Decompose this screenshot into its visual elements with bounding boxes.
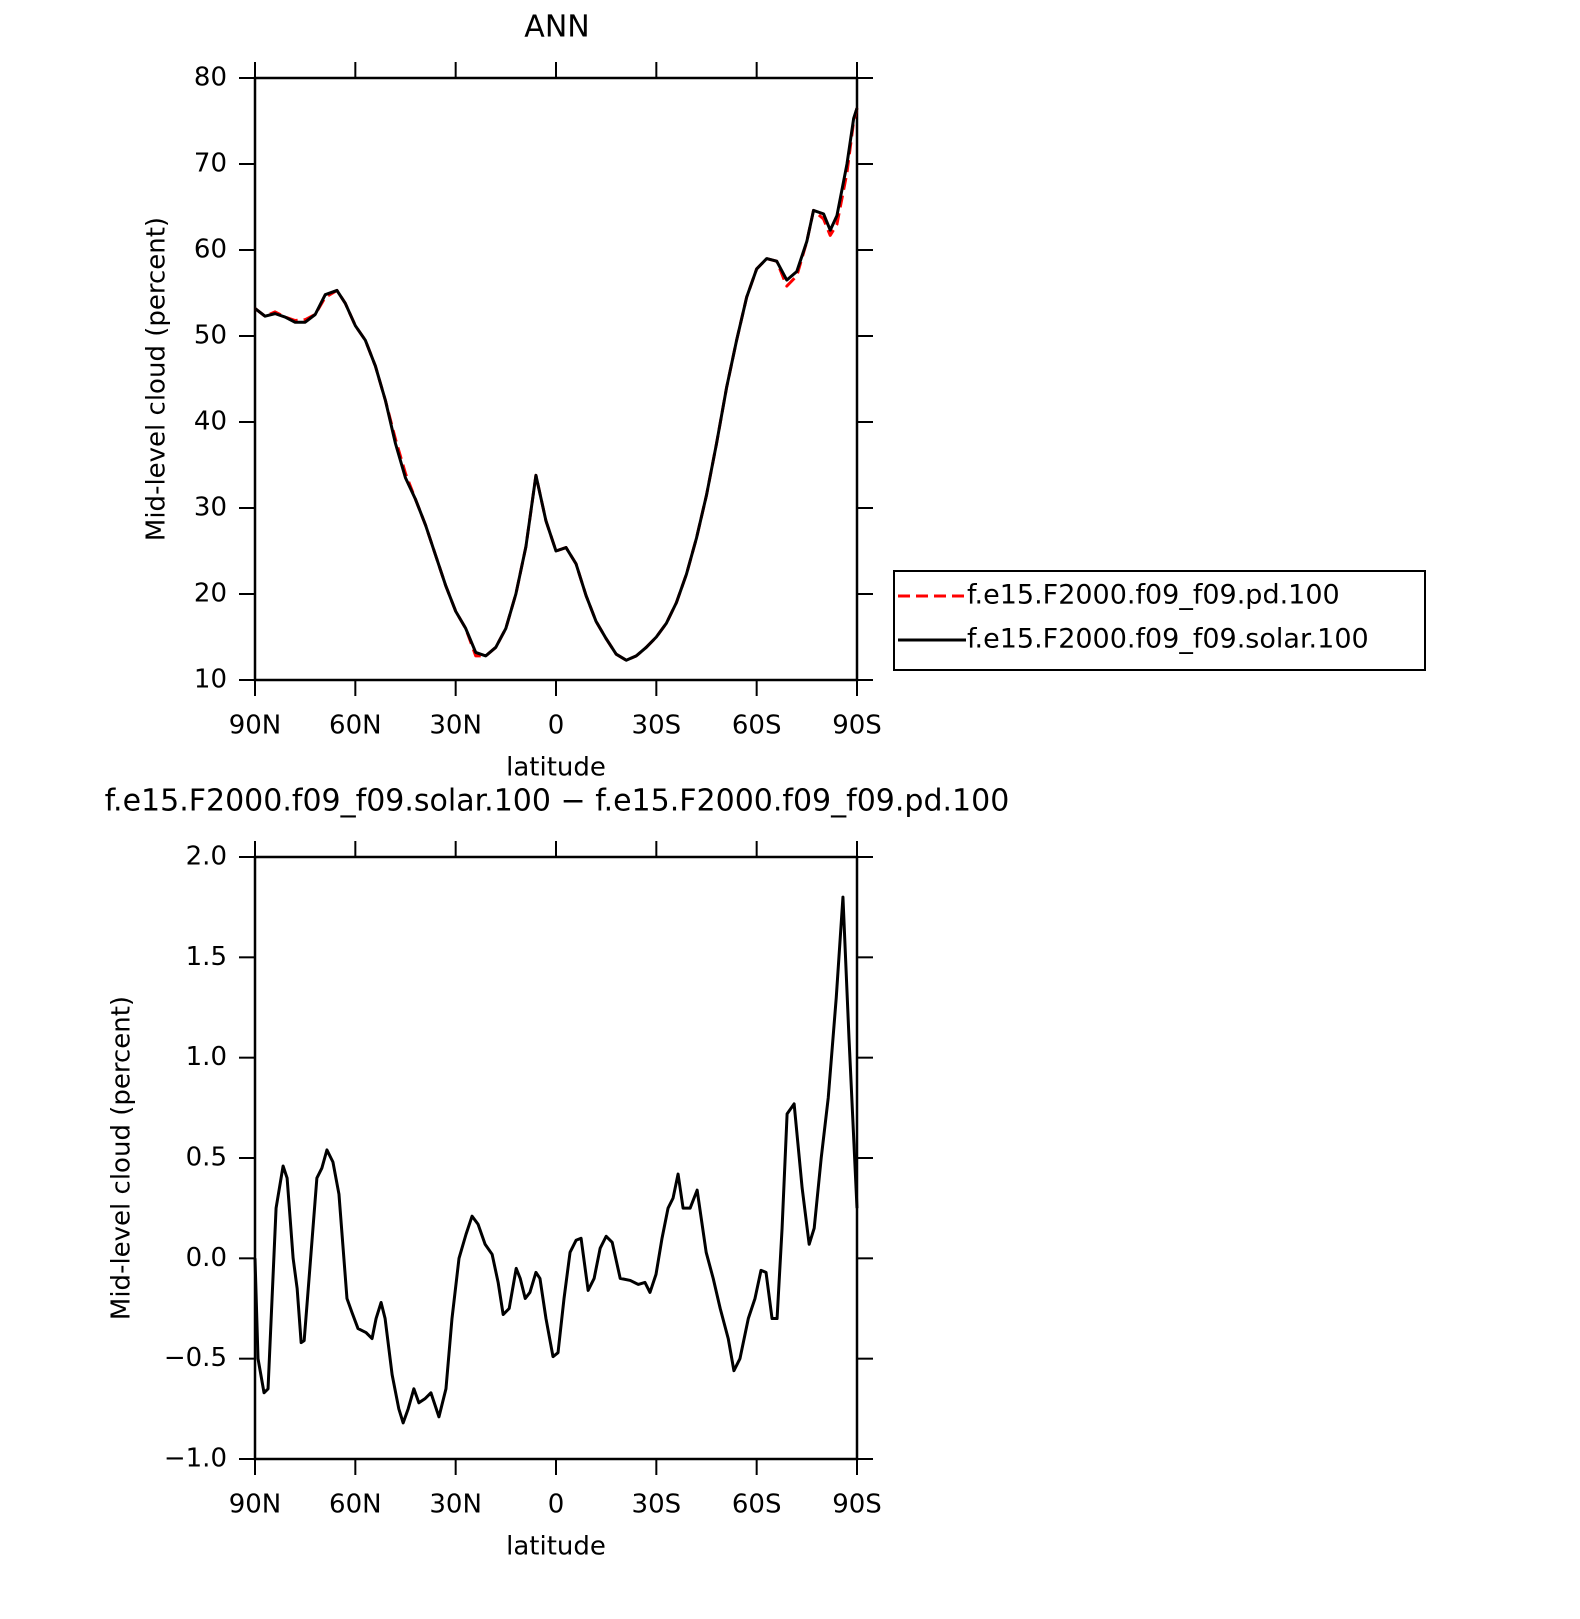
x-tick-label: 60S [732,711,782,741]
y-tick-label: 1.5 [186,942,227,972]
x-tick-label: 90N [229,711,282,741]
y-tick-label: 60 [194,235,227,265]
y-tick-label: −1.0 [164,1444,227,1474]
x-tick-label: 30S [632,711,682,741]
y-tick-label: 40 [194,407,227,437]
x-axis-label: latitude [506,753,606,783]
legend-label: f.e15.F2000.f09_f09.pd.100 [967,580,1340,611]
y-axis-label: Mid-level cloud (percent) [142,217,172,541]
plot-frame [253,855,859,1461]
x-tick-label: 90N [229,1490,282,1520]
x-tick-label: 60S [732,1490,782,1520]
y-tick-label: 2.0 [186,842,227,872]
x-tick-label: 30N [429,1490,482,1520]
x-tick-label: 0 [548,1490,565,1520]
y-tick-label: 0.0 [186,1243,227,1273]
x-tick-label: 30S [632,1490,682,1520]
x-tick-label: 90S [832,711,882,741]
x-tick-label: 60N [329,1490,382,1520]
plot-frame [253,76,859,682]
legend-box [893,570,1426,671]
y-tick-label: 0.5 [186,1143,227,1173]
chart-title: f.e15.F2000.f09_f09.solar.100 − f.e15.F2… [105,784,1010,819]
x-axis-label: latitude [506,1532,606,1562]
data-line [254,107,859,662]
y-tick-label: 30 [194,493,227,523]
y-axis-label: Mid-level cloud (percent) [107,996,137,1320]
y-tick-label: 10 [194,665,227,695]
data-line [254,107,859,662]
chart-title: ANN [524,10,589,45]
x-tick-label: 90S [832,1490,882,1520]
x-tick-label: 60N [329,711,382,741]
x-tick-label: 30N [429,711,482,741]
data-line [253,895,859,1425]
y-tick-label: −0.5 [164,1343,227,1373]
x-tick-label: 0 [548,711,565,741]
y-tick-label: 70 [194,149,227,179]
legend-label: f.e15.F2000.f09_f09.solar.100 [967,624,1369,655]
y-tick-label: 50 [194,321,227,351]
y-tick-label: 20 [194,579,227,609]
y-tick-label: 80 [194,63,227,93]
y-tick-label: 1.0 [186,1042,227,1072]
